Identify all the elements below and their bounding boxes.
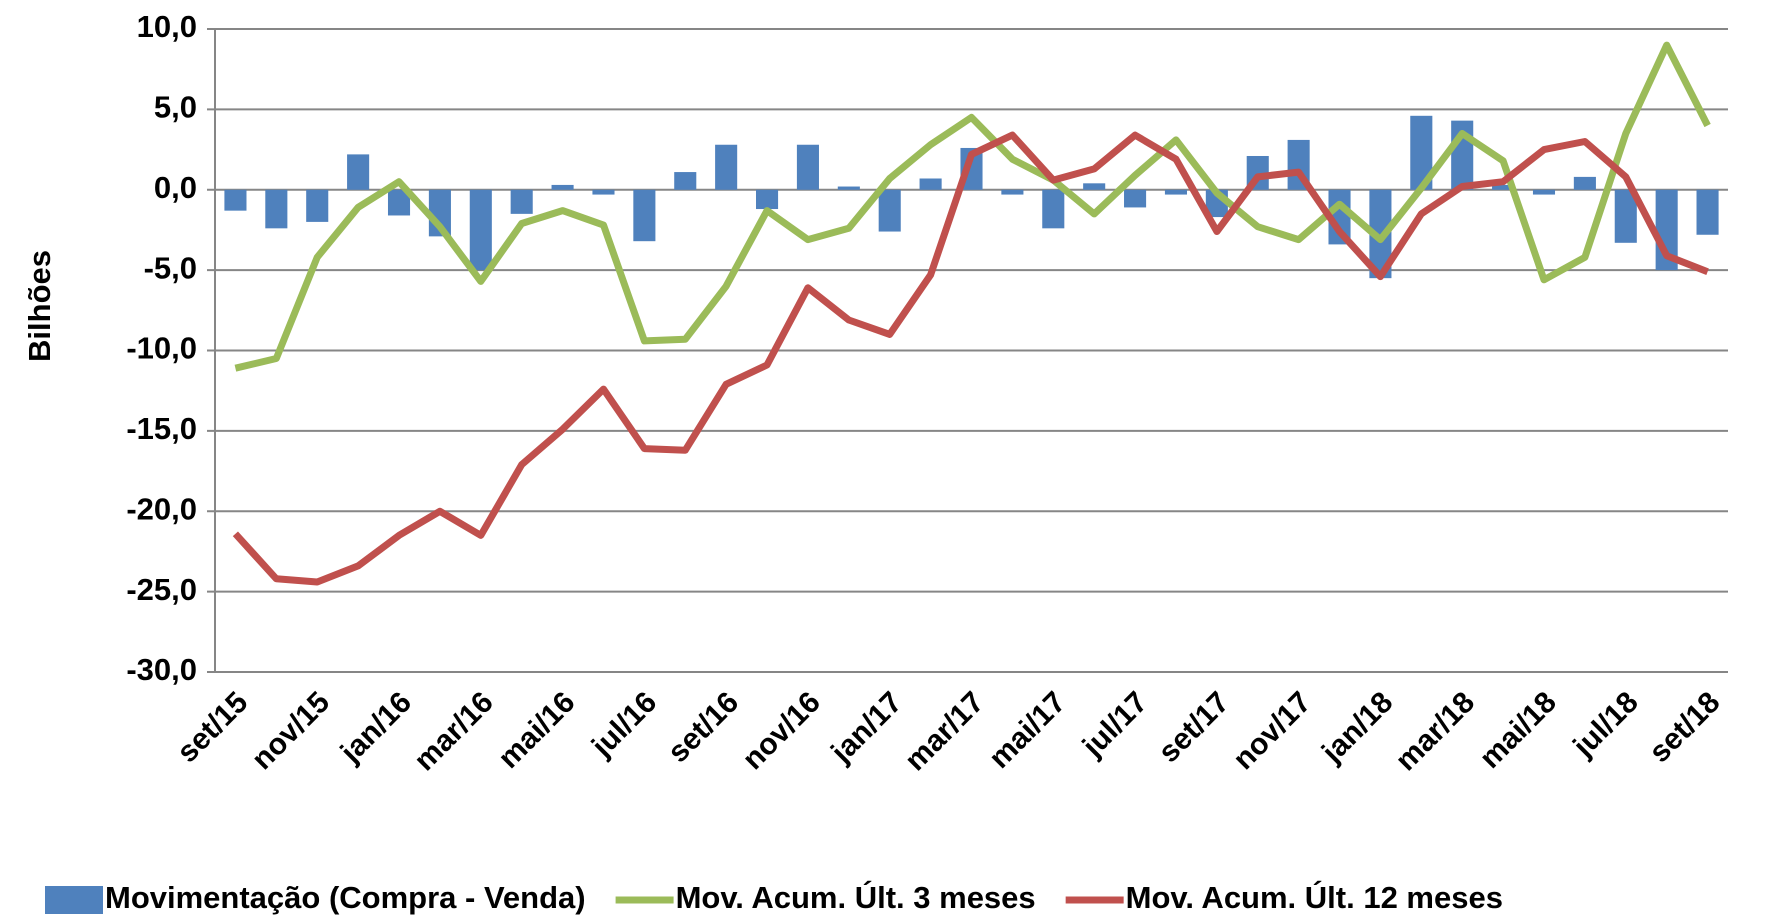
x-tick-label: mar/17 <box>899 686 991 778</box>
bar <box>715 144 738 190</box>
y-tick-label: -10,0 <box>126 331 197 366</box>
bar <box>265 189 288 229</box>
bar <box>1001 189 1024 195</box>
bar <box>1532 189 1556 195</box>
y-tick-label: -30,0 <box>126 652 197 687</box>
y-tick-label: -5,0 <box>144 250 197 285</box>
bar <box>551 184 574 190</box>
line <box>234 41 1711 372</box>
x-tick-label: mar/18 <box>1389 686 1481 778</box>
bar <box>1328 189 1351 245</box>
bar <box>919 178 942 190</box>
bar <box>1492 184 1515 190</box>
y-axis-label: Bilhões <box>22 250 57 362</box>
bar <box>1042 189 1065 229</box>
y-tick-label: 10,0 <box>137 9 197 44</box>
x-tick-label: mai/16 <box>492 686 581 775</box>
y-tick-label: 0,0 <box>154 170 197 205</box>
bar <box>347 154 370 190</box>
y-tick-label: -20,0 <box>126 491 197 526</box>
legend-swatch <box>45 886 103 914</box>
bar <box>878 189 901 232</box>
x-tick-label: mar/16 <box>408 686 500 778</box>
bar <box>1124 189 1147 208</box>
bar <box>592 189 615 195</box>
bar <box>1614 189 1637 243</box>
bar <box>469 189 492 271</box>
x-tick-label: set/17 <box>1152 686 1235 769</box>
bar <box>633 189 656 242</box>
bar <box>224 189 247 211</box>
legend-label: Mov. Acum. Últ. 3 meses <box>676 879 1036 915</box>
bar <box>1164 189 1188 195</box>
x-tick-label: nov/17 <box>1227 686 1318 777</box>
bar <box>755 189 779 210</box>
legend-label: Mov. Acum. Últ. 12 meses <box>1126 879 1503 915</box>
legend-label: Movimentação (Compra - Venda) <box>105 880 586 915</box>
bar <box>1573 176 1596 190</box>
y-tick-label: 5,0 <box>154 90 197 125</box>
bar <box>306 189 329 222</box>
x-tick-label: jul/17 <box>1076 686 1154 764</box>
bar <box>387 189 411 216</box>
x-tick-label: jan/16 <box>334 686 418 770</box>
bar <box>1696 189 1719 235</box>
x-tick-label: set/15 <box>171 686 254 769</box>
line <box>232 131 1709 586</box>
x-tick-label: set/18 <box>1643 686 1726 769</box>
x-tick-label: jan/17 <box>824 686 908 770</box>
bar <box>1083 183 1106 190</box>
y-tick-label: -15,0 <box>126 411 197 446</box>
y-tick-label: -25,0 <box>126 572 197 607</box>
bar <box>674 172 697 190</box>
x-tick-label: mai/18 <box>1474 686 1563 775</box>
x-tick-label: mai/17 <box>983 686 1072 775</box>
bar <box>510 189 533 214</box>
x-tick-label: set/16 <box>662 686 745 769</box>
bar <box>1410 115 1433 190</box>
x-tick-label: jul/18 <box>1566 686 1644 764</box>
x-tick-label: nov/15 <box>246 686 337 777</box>
x-tick-label: jan/18 <box>1315 686 1399 770</box>
x-tick-label: jul/16 <box>585 686 663 764</box>
x-tick-label: nov/16 <box>736 686 827 777</box>
bar <box>796 144 819 190</box>
bar <box>837 186 860 190</box>
